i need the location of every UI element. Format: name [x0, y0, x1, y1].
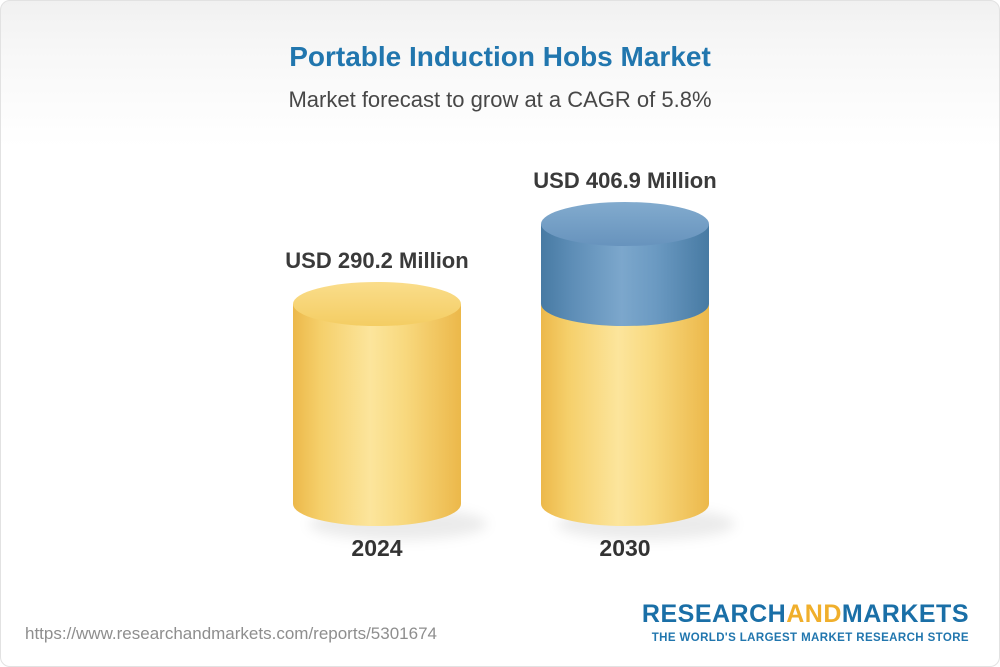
- category-label-2024: 2024: [351, 535, 403, 561]
- chart-title: Portable Induction Hobs Market: [289, 41, 711, 72]
- researchandmarkets-logo: RESEARCHANDMARKETS THE WORLD'S LARGEST M…: [641, 600, 969, 644]
- bar-2030-growth-top-face: [541, 202, 709, 246]
- value-label-2030: USD 406.9 Million: [533, 168, 717, 193]
- logo-word-and: AND: [786, 600, 842, 628]
- logo-tagline: THE WORLD'S LARGEST MARKET RESEARCH STOR…: [651, 631, 969, 644]
- logo-word-markets: MARKETS: [841, 600, 969, 628]
- bar-2024-body-face: [293, 304, 461, 504]
- source-url[interactable]: https://www.researchandmarkets.com/repor…: [25, 624, 437, 643]
- bar-2030-base-body-face: [541, 304, 709, 504]
- bar-2030-growth-segment: [541, 202, 709, 326]
- chart-subtitle: Market forecast to grow at a CAGR of 5.8…: [288, 87, 712, 112]
- bar-2024-top-face: [293, 282, 461, 326]
- logo-word-research: RESEARCH: [641, 600, 787, 628]
- category-label-2030: 2030: [599, 535, 651, 561]
- value-label-2024: USD 290.2 Million: [285, 248, 469, 273]
- logo-wordmark: RESEARCHANDMARKETS: [641, 600, 969, 629]
- bar-2024: [293, 282, 461, 526]
